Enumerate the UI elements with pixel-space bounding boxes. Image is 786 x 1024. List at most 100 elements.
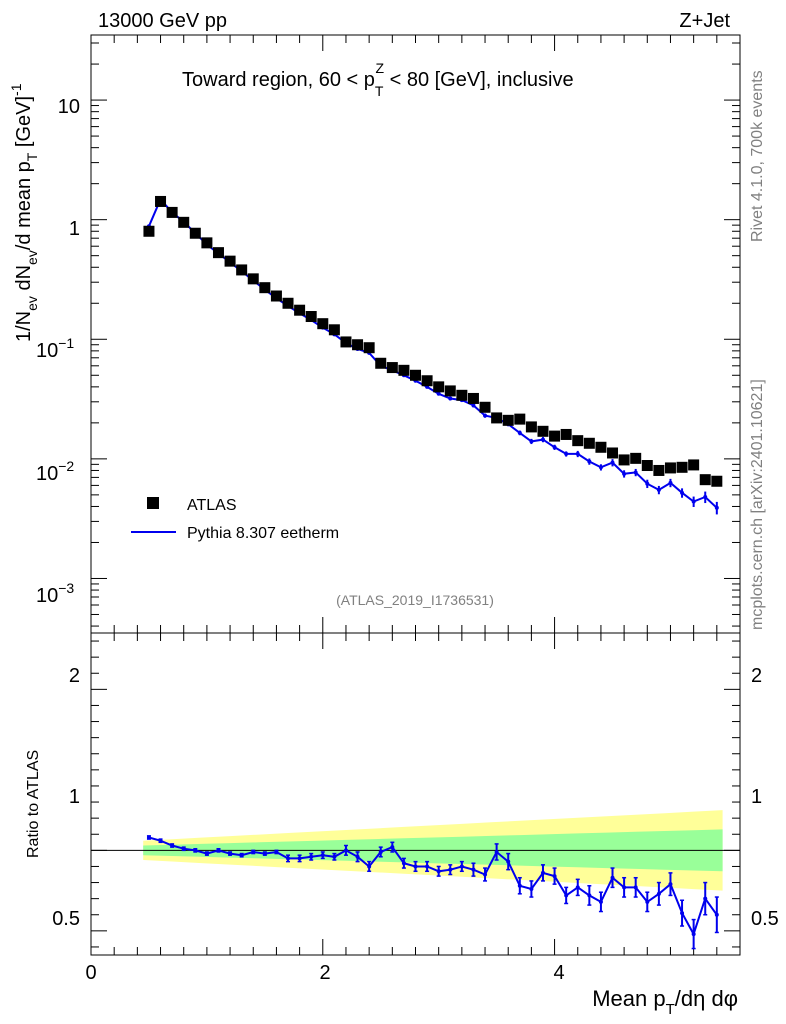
atlas-point	[514, 413, 526, 425]
pythia-point	[680, 490, 685, 495]
atlas-point	[270, 290, 282, 302]
atlas-point	[352, 339, 364, 351]
ratio-ytick-label-0.5: 0.5	[52, 908, 80, 930]
legend-label-pythia: Pythia 8.307 eetherm	[187, 525, 339, 542]
main-panel: Toward region, 60 < pTZ < 80 [GeV], incl…	[8, 34, 741, 634]
atlas-point	[479, 401, 491, 413]
pythia-point	[714, 505, 719, 510]
ratio-point	[158, 838, 163, 843]
ratio-point	[459, 864, 464, 869]
ratio-point	[181, 846, 186, 851]
atlas-point	[699, 474, 711, 486]
ratio-ytick-label-right-0.5: 0.5	[751, 908, 779, 930]
atlas-point	[618, 454, 630, 466]
pythia-point	[540, 437, 545, 442]
ratio-point	[193, 848, 198, 853]
ratio-point	[633, 885, 638, 890]
atlas-point	[572, 435, 584, 447]
atlas-point	[676, 461, 688, 473]
ratio-point	[552, 874, 557, 879]
ratio-ytick-label-right-2: 2	[751, 665, 762, 687]
ratio-ytick-label-right-1: 1	[751, 786, 762, 808]
atlas-point	[363, 342, 375, 354]
ratio-point	[239, 853, 244, 858]
atlas-point	[653, 464, 665, 476]
ratio-point	[309, 854, 314, 859]
atlas-point	[549, 430, 561, 442]
ratio-panel: 2 1 0.5 2 1 0.5 Ratio to ATLAS 0 2 4 Mea…	[25, 632, 779, 1018]
atlas-point	[467, 392, 479, 404]
atlas-point	[664, 462, 676, 474]
atlas-point	[317, 318, 329, 330]
legend-label-atlas: ATLAS	[187, 497, 237, 514]
ratio-point	[656, 891, 661, 896]
ratio-point	[413, 864, 418, 869]
pythia-point	[448, 396, 453, 401]
ratio-point	[448, 867, 453, 872]
ratio-point	[170, 843, 175, 848]
atlas-point	[525, 421, 537, 433]
chart-title: Toward region, 60 < pTZ < 80 [GeV], incl…	[182, 60, 574, 99]
pythia-point	[622, 471, 627, 476]
ratio-point	[262, 851, 267, 856]
ratio-point	[622, 885, 627, 890]
header-right: Z+Jet	[679, 10, 730, 32]
pythia-point	[656, 487, 661, 492]
atlas-point	[166, 206, 178, 218]
atlas-point	[456, 389, 468, 401]
ratio-point	[320, 853, 325, 858]
ratio-point	[471, 867, 476, 872]
pythia-point	[471, 403, 476, 408]
ratio-point	[506, 859, 511, 864]
atlas-point	[155, 195, 167, 207]
pythia-point	[436, 391, 441, 396]
ratio-ytick-label-2: 2	[69, 665, 80, 687]
ratio-xlabel: Mean pT/dη dφ	[592, 986, 738, 1018]
atlas-point	[212, 247, 224, 259]
atlas-point	[189, 227, 201, 239]
atlas-point	[236, 264, 248, 276]
ratio-ylabel: Ratio to ATLAS	[25, 750, 42, 858]
ratio-point	[228, 851, 233, 856]
pythia-point	[483, 413, 488, 418]
ratio-point	[204, 851, 209, 856]
ratio-line	[148, 836, 718, 937]
atlas-point	[444, 385, 456, 397]
ratio-point	[610, 875, 615, 880]
ratio-point	[680, 911, 685, 916]
ratio-point	[494, 849, 499, 854]
ratio-point	[332, 854, 337, 859]
ratio-ytick-label-1: 1	[69, 786, 80, 808]
side-text-bottom: mcplots.cern.ch [arXiv:2401.10621]	[749, 379, 766, 630]
xtick-label-4: 4	[553, 962, 564, 984]
pythia-point	[633, 470, 638, 475]
ratio-point	[691, 932, 696, 937]
ratio-point	[483, 872, 488, 877]
atlas-point	[224, 255, 236, 267]
ratio-point	[517, 883, 522, 888]
pythia-point	[564, 451, 569, 456]
pythia-point	[587, 459, 592, 464]
atlas-point	[294, 304, 306, 316]
atlas-point	[398, 364, 410, 376]
atlas-point	[421, 375, 433, 387]
ratio-point	[575, 885, 580, 890]
atlas-point	[595, 441, 607, 453]
main-frame	[90, 34, 741, 634]
header-left: 13000 GeV pp	[98, 10, 227, 32]
ratio-point	[714, 912, 719, 917]
main-ticks	[90, 35, 741, 633]
ratio-series	[146, 835, 719, 950]
ratio-point	[297, 856, 302, 861]
atlas-point	[386, 362, 398, 374]
ytick-label-1e-1: 10−1	[36, 335, 74, 362]
ytick-label-10: 10	[58, 96, 80, 118]
pythia-point	[552, 445, 557, 450]
atlas-point	[688, 459, 700, 471]
ratio-point	[598, 899, 603, 904]
pythia-point	[529, 439, 534, 444]
atlas-point	[491, 412, 503, 424]
ratio-point	[436, 869, 441, 874]
xtick-label-2: 2	[319, 962, 330, 984]
ratio-frame	[90, 632, 741, 956]
